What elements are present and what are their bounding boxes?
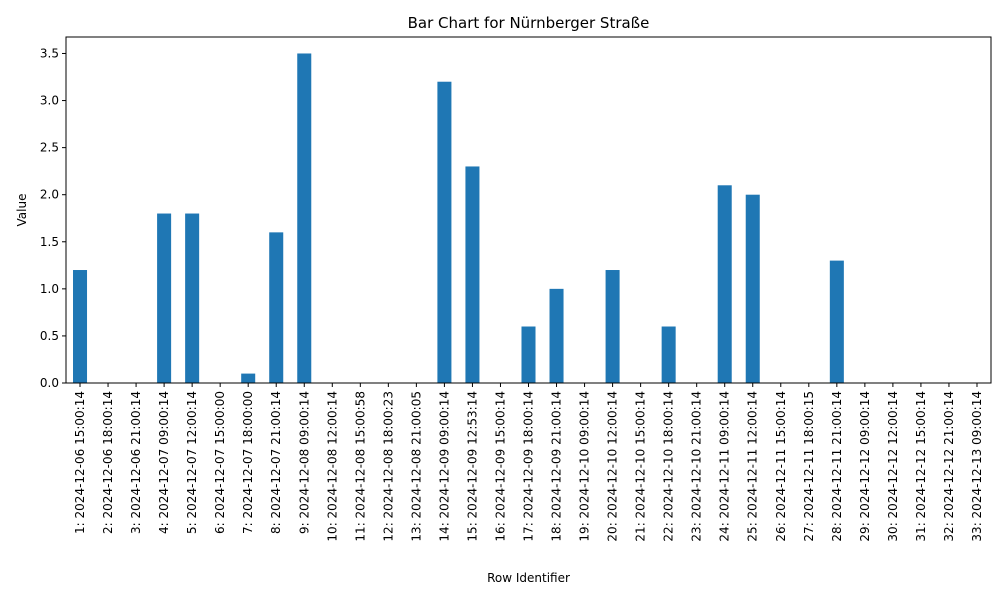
bar-9 xyxy=(297,53,312,383)
x-tick-label: 30: 2024-12-12 12:00:14 xyxy=(886,391,900,542)
x-tick-label: 32: 2024-12-12 21:00:14 xyxy=(942,391,956,542)
x-tick-label: 17: 2024-12-09 18:00:14 xyxy=(522,391,536,542)
x-tick-label: 33: 2024-12-13 09:00:14 xyxy=(970,391,984,542)
y-tick-label: 1.5 xyxy=(40,235,59,249)
x-tick-label: 23: 2024-12-10 21:00:14 xyxy=(690,391,704,542)
x-tick-label: 11: 2024-12-08 15:00:58 xyxy=(353,391,367,542)
y-tick-label: 3.0 xyxy=(40,94,59,108)
x-tick-label: 19: 2024-12-10 09:00:14 xyxy=(578,391,592,542)
x-tick-label: 18: 2024-12-09 21:00:14 xyxy=(550,391,564,542)
y-axis: 0.0 0.5 1.0 1.5 2.0 2.5 3.0 3.5 xyxy=(40,46,66,390)
bar-1 xyxy=(73,270,88,383)
x-tick-label: 3: 2024-12-06 21:00:14 xyxy=(129,391,143,534)
x-tick-label: 9: 2024-12-08 09:00:14 xyxy=(297,391,311,534)
x-axis: 1: 2024-12-06 15:00:14 2: 2024-12-06 18:0… xyxy=(73,383,984,542)
x-tick-label: 7: 2024-12-07 18:00:00 xyxy=(241,391,255,534)
y-tick-label: 2.5 xyxy=(40,141,59,155)
x-tick-label: 12: 2024-12-08 18:00:23 xyxy=(381,391,395,542)
bar-28 xyxy=(829,260,844,383)
x-tick-label: 27: 2024-12-11 18:00:15 xyxy=(802,391,816,542)
x-tick-label: 21: 2024-12-10 15:00:14 xyxy=(634,391,648,542)
bar-15 xyxy=(465,166,480,383)
x-tick-label: 24: 2024-12-11 09:00:14 xyxy=(718,391,732,542)
x-tick-label: 29: 2024-12-12 09:00:14 xyxy=(858,391,872,542)
bar-24 xyxy=(717,185,732,383)
y-axis-label: Value xyxy=(15,194,29,227)
x-tick-label: 4: 2024-12-07 09:00:14 xyxy=(157,391,171,534)
bar-5 xyxy=(185,213,200,383)
bar-22 xyxy=(661,326,676,383)
bar-4 xyxy=(157,213,172,383)
bar-7 xyxy=(241,373,256,383)
y-tick-label: 0.0 xyxy=(40,376,59,390)
x-tick-label: 14: 2024-12-09 09:00:14 xyxy=(437,391,451,542)
x-tick-label: 10: 2024-12-08 12:00:14 xyxy=(325,391,339,542)
y-tick-label: 1.0 xyxy=(40,282,59,296)
bars xyxy=(73,53,844,383)
x-tick-label: 25: 2024-12-11 12:00:14 xyxy=(746,391,760,542)
x-tick-label: 16: 2024-12-09 15:00:14 xyxy=(493,391,507,542)
x-tick-label: 5: 2024-12-07 12:00:14 xyxy=(185,391,199,534)
x-tick-label: 28: 2024-12-11 21:00:14 xyxy=(830,391,844,542)
y-tick-label: 0.5 xyxy=(40,329,59,343)
chart-title: Bar Chart for Nürnberger Straße xyxy=(408,14,650,32)
x-tick-label: 2: 2024-12-06 18:00:14 xyxy=(101,391,115,534)
x-tick-label: 13: 2024-12-08 21:00:05 xyxy=(409,391,423,542)
x-tick-label: 15: 2024-12-09 12:53:14 xyxy=(465,391,479,542)
bar-14 xyxy=(437,81,452,383)
y-tick-label: 3.5 xyxy=(40,46,59,60)
x-tick-label: 6: 2024-12-07 15:00:00 xyxy=(213,391,227,534)
bar-25 xyxy=(745,194,760,383)
bar-17 xyxy=(521,326,536,383)
x-tick-label: 22: 2024-12-10 18:00:14 xyxy=(662,391,676,542)
x-tick-label: 26: 2024-12-11 15:00:14 xyxy=(774,391,788,542)
x-tick-label: 1: 2024-12-06 15:00:14 xyxy=(73,391,87,534)
x-tick-label: 8: 2024-12-07 21:00:14 xyxy=(269,391,283,534)
x-tick-label: 31: 2024-12-12 15:00:14 xyxy=(914,391,928,542)
y-tick-label: 2.0 xyxy=(40,188,59,202)
x-axis-label: Row Identifier xyxy=(487,571,570,585)
bar-18 xyxy=(549,288,564,383)
bar-8 xyxy=(269,232,284,383)
x-tick-label: 20: 2024-12-10 12:00:14 xyxy=(606,391,620,542)
bar-20 xyxy=(605,270,620,383)
